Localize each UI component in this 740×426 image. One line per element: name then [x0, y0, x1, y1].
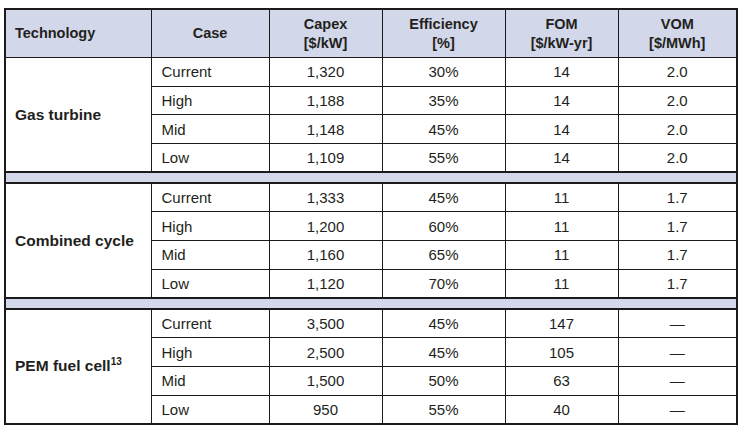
vom-cell: 1.7 — [618, 269, 737, 298]
case-cell: Current — [151, 183, 269, 212]
case-cell: Current — [151, 58, 269, 87]
capex-cell: 1,148 — [269, 115, 382, 144]
capex-cell: 1,160 — [269, 241, 382, 270]
col-header-fom-label: FOM — [510, 15, 614, 33]
table-header: Technology Case Capex [$/kW] Efficiency … — [5, 9, 737, 58]
col-header-capex-unit: [$/kW] — [274, 34, 378, 52]
vom-cell: 2.0 — [618, 86, 737, 115]
case-cell: High — [151, 338, 269, 367]
section-pem-fuel-cell: PEM fuel cell13 Current 3,500 45% 147 — … — [5, 309, 737, 424]
technology-label: Gas turbine — [15, 106, 101, 123]
efficiency-cell: 55% — [382, 395, 505, 424]
capex-cell: 1,500 — [269, 366, 382, 395]
efficiency-cell: 65% — [382, 241, 505, 270]
col-header-vom-label: VOM — [623, 15, 733, 33]
col-header-efficiency-unit: [%] — [387, 34, 501, 52]
technology-label: Combined cycle — [15, 232, 134, 249]
page: Technology Case Capex [$/kW] Efficiency … — [0, 0, 740, 426]
table-row: Combined cycle Current 1,333 45% 11 1.7 — [5, 183, 737, 212]
fom-cell: 14 — [505, 86, 618, 115]
fom-cell: 105 — [505, 338, 618, 367]
header-row: Technology Case Capex [$/kW] Efficiency … — [5, 9, 737, 58]
case-cell: High — [151, 212, 269, 241]
fom-cell: 40 — [505, 395, 618, 424]
technology-cell-gas-turbine: Gas turbine — [5, 58, 151, 173]
efficiency-cell: 55% — [382, 144, 505, 173]
col-header-capex-label: Capex — [274, 15, 378, 33]
efficiency-cell: 45% — [382, 338, 505, 367]
capex-cell: 1,120 — [269, 269, 382, 298]
efficiency-cell: 60% — [382, 212, 505, 241]
efficiency-cell: 45% — [382, 183, 505, 212]
vom-cell: 1.7 — [618, 183, 737, 212]
section-separator — [5, 172, 737, 183]
case-cell: Current — [151, 309, 269, 338]
col-header-technology: Technology — [5, 9, 151, 58]
case-cell: Low — [151, 144, 269, 173]
technology-cell-combined-cycle: Combined cycle — [5, 183, 151, 298]
case-cell: Mid — [151, 241, 269, 270]
col-header-efficiency-label: Efficiency — [387, 15, 501, 33]
vom-cell: 1.7 — [618, 241, 737, 270]
fom-cell: 14 — [505, 144, 618, 173]
table-row: Gas turbine Current 1,320 30% 14 2.0 — [5, 58, 737, 87]
capex-cell: 1,333 — [269, 183, 382, 212]
technology-cost-table: Technology Case Capex [$/kW] Efficiency … — [4, 8, 738, 425]
vom-cell: 2.0 — [618, 115, 737, 144]
capex-cell: 1,188 — [269, 86, 382, 115]
fom-cell: 11 — [505, 212, 618, 241]
vom-cell: — — [618, 366, 737, 395]
fom-cell: 11 — [505, 241, 618, 270]
col-header-vom-unit: [$/MWh] — [623, 34, 733, 52]
vom-cell: 1.7 — [618, 212, 737, 241]
vom-cell: — — [618, 395, 737, 424]
case-cell: Mid — [151, 115, 269, 144]
case-cell: Low — [151, 395, 269, 424]
case-cell: Mid — [151, 366, 269, 395]
section-combined-cycle: Combined cycle Current 1,333 45% 11 1.7 … — [5, 183, 737, 309]
efficiency-cell: 30% — [382, 58, 505, 87]
efficiency-cell: 45% — [382, 115, 505, 144]
col-header-fom-unit: [$/kW-yr] — [510, 34, 614, 52]
capex-cell: 1,200 — [269, 212, 382, 241]
separator-band — [5, 298, 737, 309]
efficiency-cell: 35% — [382, 86, 505, 115]
fom-cell: 147 — [505, 309, 618, 338]
col-header-vom: VOM [$/MWh] — [618, 9, 737, 58]
case-cell: High — [151, 86, 269, 115]
capex-cell: 950 — [269, 395, 382, 424]
col-header-fom: FOM [$/kW-yr] — [505, 9, 618, 58]
efficiency-cell: 70% — [382, 269, 505, 298]
technology-cell-pem-fuel-cell: PEM fuel cell13 — [5, 309, 151, 424]
col-header-efficiency: Efficiency [%] — [382, 9, 505, 58]
table-row: PEM fuel cell13 Current 3,500 45% 147 — — [5, 309, 737, 338]
fom-cell: 14 — [505, 115, 618, 144]
fom-cell: 63 — [505, 366, 618, 395]
capex-cell: 1,320 — [269, 58, 382, 87]
col-header-case-label: Case — [193, 25, 228, 41]
col-header-case: Case — [151, 9, 269, 58]
technology-footnote: 13 — [111, 356, 122, 367]
vom-cell: — — [618, 309, 737, 338]
section-separator — [5, 298, 737, 309]
vom-cell: — — [618, 338, 737, 367]
vom-cell: 2.0 — [618, 58, 737, 87]
fom-cell: 11 — [505, 183, 618, 212]
capex-cell: 1,109 — [269, 144, 382, 173]
col-header-technology-label: Technology — [15, 25, 95, 41]
case-cell: Low — [151, 269, 269, 298]
vom-cell: 2.0 — [618, 144, 737, 173]
technology-label: PEM fuel cell — [15, 357, 111, 374]
efficiency-cell: 50% — [382, 366, 505, 395]
fom-cell: 11 — [505, 269, 618, 298]
capex-cell: 3,500 — [269, 309, 382, 338]
separator-band — [5, 172, 737, 183]
section-gas-turbine: Gas turbine Current 1,320 30% 14 2.0 Hig… — [5, 58, 737, 184]
col-header-capex: Capex [$/kW] — [269, 9, 382, 58]
efficiency-cell: 45% — [382, 309, 505, 338]
capex-cell: 2,500 — [269, 338, 382, 367]
fom-cell: 14 — [505, 58, 618, 87]
